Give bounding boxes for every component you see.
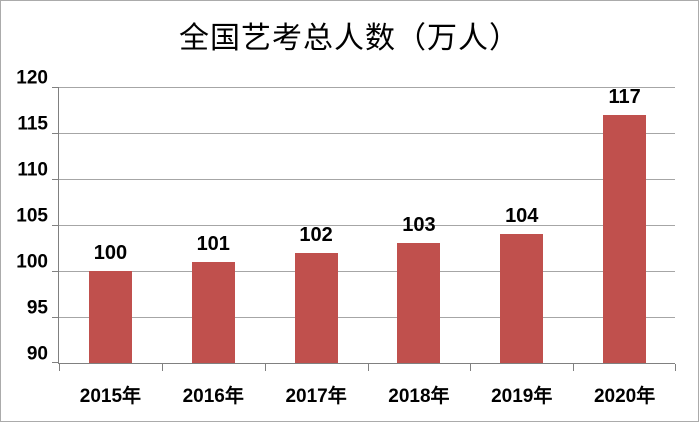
gridline-y-95	[59, 317, 675, 318]
bar-2015年	[88, 271, 132, 363]
bar-value-label-2018年: 103	[402, 214, 436, 237]
bar-value-label-2019年: 104	[505, 205, 539, 228]
bar-value-label-2020年: 117	[608, 85, 641, 108]
bar-2018年	[397, 243, 441, 363]
bar-2017年	[294, 252, 338, 363]
gridline-y-115	[59, 133, 675, 134]
bar-value-label-2016年: 101	[196, 232, 230, 255]
x-category-label-2019年: 2019年	[491, 386, 553, 407]
x-axis-tick-6	[675, 364, 676, 371]
x-category-label-2015年: 2015年	[79, 386, 142, 407]
gridline-y-110	[59, 179, 675, 180]
gridline-y-120	[59, 87, 675, 88]
y-tick-label-120: 120	[16, 67, 48, 89]
x-axis-tick-0	[59, 364, 60, 371]
bar-value-label-2017年: 102	[299, 223, 333, 246]
gridline-y-105	[59, 225, 675, 226]
y-tick-label-105: 105	[16, 205, 48, 227]
y-axis-tick-100	[52, 271, 59, 272]
y-tick-label-95: 95	[26, 297, 48, 319]
y-tick-label-115: 115	[17, 113, 48, 135]
y-axis-tick-95	[52, 317, 59, 318]
y-tick-label-90: 90	[26, 343, 48, 365]
x-category-label-2018年: 2018年	[388, 386, 450, 407]
bar-2019年	[500, 234, 544, 363]
y-tick-label-100: 100	[16, 251, 48, 273]
bar-2020年	[603, 114, 647, 363]
y-axis-tick-105	[52, 225, 59, 226]
y-tick-label-110: 110	[17, 159, 48, 181]
y-axis-tick-110	[52, 179, 59, 180]
y-axis-tick-90	[52, 362, 59, 363]
x-category-label-2016年: 2016年	[182, 386, 244, 407]
chart-title: 全国艺考总人数（万人）	[179, 21, 520, 56]
x-axis-tick-5	[573, 364, 574, 371]
bar-value-label-2015年: 100	[93, 242, 128, 264]
bar-2016年	[191, 261, 235, 363]
x-axis-tick-2	[265, 364, 266, 371]
gridline-y-100	[59, 271, 675, 272]
plot-area: 90 95 100 105 110 115 120 100 2015年 101 2016年 102 20…	[16, 69, 676, 406]
y-axis-tick-115	[52, 133, 59, 134]
x-axis-tick-1	[162, 364, 163, 371]
x-category-label-2020年: 2020年	[593, 386, 656, 407]
y-axis-tick-120	[52, 87, 59, 88]
x-axis-tick-4	[470, 364, 471, 371]
x-axis-tick-3	[368, 364, 369, 371]
x-category-label-2017年: 2017年	[285, 386, 347, 407]
